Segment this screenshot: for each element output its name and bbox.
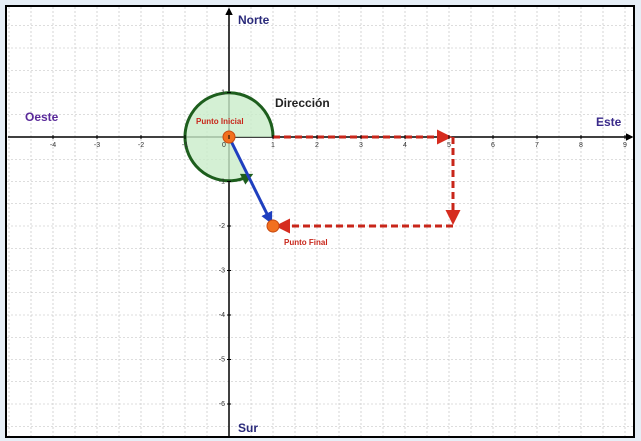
east-label: Este (596, 115, 622, 129)
x-tick-label: -4 (50, 142, 56, 149)
west-label: Oeste (25, 110, 59, 124)
y-tick-label: -4 (219, 312, 225, 319)
y-tick-label: -6 (219, 401, 225, 408)
x-tick-label: 0 (222, 142, 226, 149)
x-tick-label: 3 (359, 142, 363, 149)
y-tick-label: -2 (219, 223, 225, 230)
end-point (266, 219, 280, 233)
end-label: Punto Final (284, 238, 328, 247)
direction-arc (183, 91, 275, 185)
north-label: Norte (238, 13, 270, 27)
start-label: Punto Inicial (196, 117, 244, 126)
x-tick-label: 5 (447, 142, 451, 149)
x-tick-label: 8 (579, 142, 583, 149)
grid (7, 7, 633, 436)
y-tick-label: -3 (219, 267, 225, 274)
x-tick-label: 6 (491, 142, 495, 149)
plot-area (5, 5, 635, 438)
y-tick-label: -5 (219, 356, 225, 363)
x-tick-label: 7 (535, 142, 539, 149)
direction-label: Dirección (275, 96, 330, 110)
x-tick-label: -2 (138, 142, 144, 149)
x-tick-label: -3 (94, 142, 100, 149)
x-tick-label: 1 (271, 142, 275, 149)
y-tick-label: 1 (221, 89, 225, 96)
x-tick-label: 2 (315, 142, 319, 149)
displacement-arrow (227, 136, 273, 225)
x-tick-label: -1 (182, 142, 188, 149)
x-tick-label: 4 (403, 142, 407, 149)
y-tick-label: -1 (219, 178, 225, 185)
south-label: Sur (238, 421, 258, 435)
x-tick-label: 9 (623, 142, 627, 149)
